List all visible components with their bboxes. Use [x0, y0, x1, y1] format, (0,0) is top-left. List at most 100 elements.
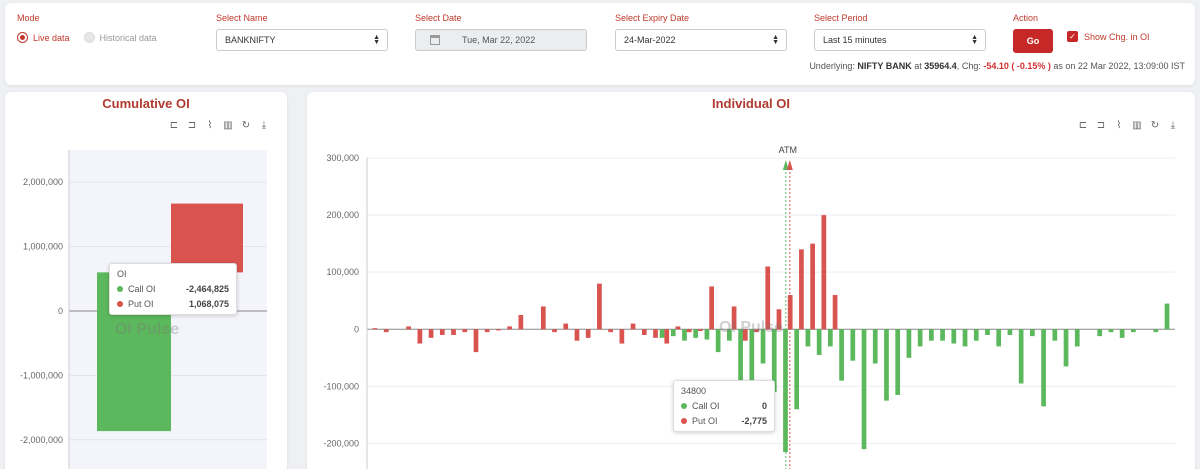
call-oi-bar	[850, 329, 856, 361]
put-oi-bar	[574, 329, 580, 341]
put-legend-dot-icon	[117, 301, 123, 307]
call-oi-bar	[906, 329, 912, 358]
call-oi-bar	[771, 329, 777, 393]
select-name-field: Select Name BANKNIFTY ▲ ▼	[216, 13, 388, 51]
zoom-reset-icon[interactable]: ⊐	[1096, 120, 1106, 131]
y-tick-label: 300,000	[326, 153, 359, 163]
date-picker-value: Tue, Mar 22, 2022	[462, 35, 536, 45]
call-oi-bar	[1074, 329, 1080, 347]
y-tick-label: 2,000,000	[23, 177, 63, 187]
put-oi-bar	[540, 306, 546, 330]
individual-oi-chart: 300,000 200,000 100,000 0 -100,000 -200,000 AT…	[323, 145, 1175, 469]
put-oi-bar	[552, 329, 557, 333]
historical-data-radio[interactable]: Historical data	[83, 32, 157, 43]
radio-disabled-icon	[83, 32, 95, 43]
tooltip-put-label: Put OI	[128, 299, 154, 309]
cumulative-tooltip: OI Call OI -2,464,825 Put OI 1,068,075	[109, 263, 237, 315]
put-oi-bar	[742, 329, 748, 341]
underlying-chg-label: Chg:	[961, 61, 981, 71]
name-select-value: BANKNIFTY	[225, 35, 276, 45]
individual-oi-panel: Individual OI ⊏ ⊐ ⌇ ▥ ↻ ⤓ 300,000 200,000 100,0…	[307, 92, 1195, 469]
line-chart-icon[interactable]: ⌇	[207, 120, 213, 131]
y-tick-label: 0	[58, 306, 63, 316]
bar-chart-icon[interactable]: ▥	[223, 120, 233, 131]
call-oi-bar	[884, 329, 889, 401]
call-oi-bar	[1164, 303, 1170, 330]
download-icon[interactable]: ⤓	[1170, 120, 1176, 131]
bar-chart-icon[interactable]: ▥	[1132, 120, 1142, 131]
sort-caret-icon: ▲ ▼	[772, 34, 779, 46]
refresh-icon[interactable]: ↻	[1150, 120, 1160, 131]
show-chg-oi-label: Show Chg. in OI	[1084, 31, 1150, 42]
zoom-icon[interactable]: ⊏	[169, 120, 179, 131]
watermark: OI Pulse	[719, 319, 783, 336]
expiry-select[interactable]: 24-Mar-2022 ▲ ▼	[615, 29, 787, 51]
put-oi-bar	[630, 323, 636, 330]
go-button[interactable]: Go	[1013, 29, 1053, 53]
calendar-icon	[430, 35, 440, 45]
put-oi-bar	[776, 309, 782, 330]
call-oi-bar	[738, 329, 743, 393]
name-select[interactable]: BANKNIFTY ▲ ▼	[216, 29, 388, 51]
put-oi-bar	[821, 215, 827, 330]
put-oi-bar	[171, 203, 243, 273]
call-oi-bar	[715, 329, 721, 353]
put-oi-bar	[641, 329, 647, 335]
underlying-prefix: Underlying:	[809, 61, 855, 71]
line-chart-icon[interactable]: ⌇	[1116, 120, 1122, 131]
refresh-icon[interactable]: ↻	[241, 120, 251, 131]
select-date-label: Select Date	[415, 13, 462, 23]
call-oi-bar	[727, 329, 732, 341]
mode-label: Mode	[17, 13, 40, 23]
put-oi-bar	[518, 315, 524, 330]
date-picker[interactable]: Tue, Mar 22, 2022	[415, 29, 587, 51]
put-oi-bar	[484, 329, 490, 333]
zoom-reset-icon[interactable]: ⊐	[187, 120, 197, 131]
put-oi-bar	[473, 329, 479, 353]
tooltip-call-label: Call OI	[128, 284, 156, 294]
put-oi-bar	[675, 326, 681, 330]
checkbox-checked-icon[interactable]: ✓	[1067, 31, 1078, 42]
underlying-at: at	[914, 61, 922, 71]
put-oi-bar	[832, 295, 838, 330]
atm-put-arrow-icon	[786, 160, 793, 170]
individual-tooltip: 34800 Call OI 0 Put OI -2,775	[673, 380, 775, 432]
put-oi-bar	[619, 329, 625, 344]
show-chg-oi-toggle[interactable]: ✓ Show Chg. in OI	[1067, 31, 1150, 42]
call-legend-dot-icon	[117, 286, 123, 292]
put-oi-bar	[439, 329, 445, 335]
tooltip-title: OI	[117, 269, 127, 279]
call-oi-bar	[1153, 329, 1159, 333]
y-tick-label: 0	[354, 324, 359, 334]
tooltip-call-value: -2,464,825	[185, 284, 229, 294]
call-oi-bar	[895, 329, 901, 395]
call-oi-bar	[1108, 329, 1114, 333]
put-oi-bar	[496, 329, 501, 331]
select-name-label: Select Name	[216, 13, 268, 23]
put-oi-bar	[653, 329, 658, 338]
action-label: Action	[1013, 13, 1039, 23]
call-oi-bar	[794, 329, 800, 410]
sort-caret-icon: ▲ ▼	[971, 34, 978, 46]
watermark: OI Pulse	[115, 321, 179, 338]
underlying-info: Underlying: NIFTY BANK at 35964.4, Chg: …	[809, 61, 1185, 71]
put-oi-bar	[417, 329, 423, 344]
live-data-radio[interactable]: Live data	[17, 32, 70, 43]
live-data-label: Live data	[33, 32, 70, 43]
call-oi-bar	[749, 329, 755, 393]
tooltip-call-value: 0	[761, 401, 767, 411]
call-oi-bar	[1131, 329, 1136, 333]
call-oi-bar	[693, 329, 699, 338]
sort-caret-icon: ▲ ▼	[373, 34, 380, 46]
put-oi-bar	[451, 329, 456, 335]
tooltip-call-label: Call OI	[692, 401, 720, 411]
call-oi-bar	[917, 329, 923, 347]
call-oi-bar	[670, 329, 676, 337]
tooltip-title: 34800	[681, 386, 707, 396]
period-select[interactable]: Last 15 minutes ▲ ▼	[814, 29, 986, 51]
call-oi-bar	[760, 329, 766, 364]
download-icon[interactable]: ⤓	[261, 120, 267, 131]
zoom-icon[interactable]: ⊏	[1078, 120, 1088, 131]
call-oi-bar	[1119, 329, 1125, 338]
put-oi-bar	[597, 283, 602, 330]
